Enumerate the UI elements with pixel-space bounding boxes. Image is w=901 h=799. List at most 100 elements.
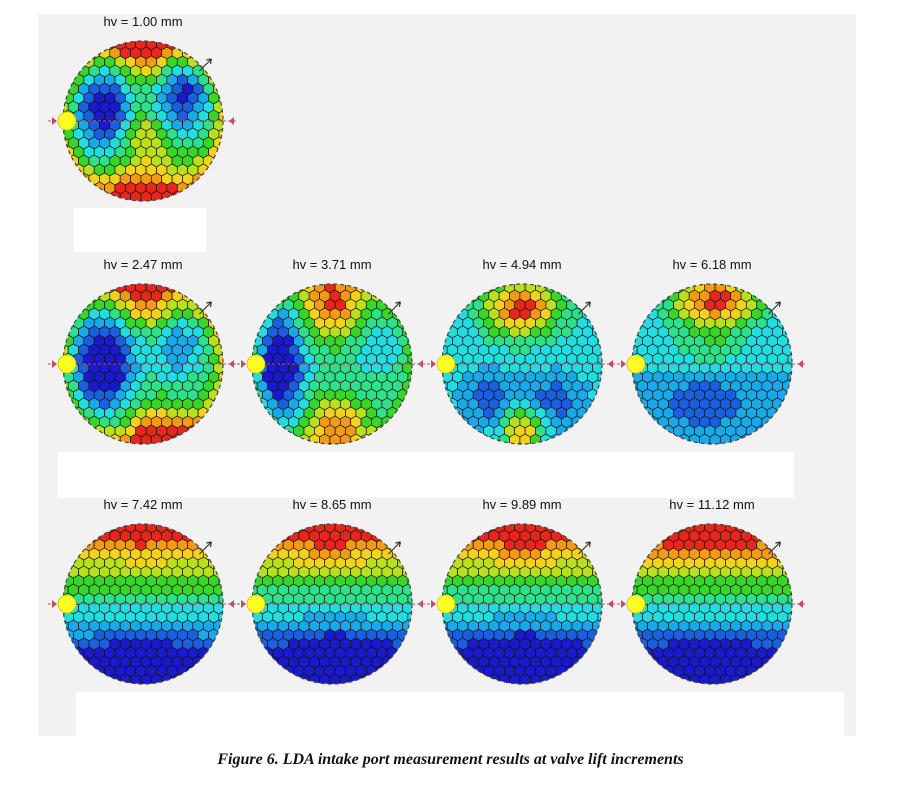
flow-direction-arrow xyxy=(198,58,212,72)
velocity-cell xyxy=(213,637,223,651)
velocity-map-svg xyxy=(427,283,617,445)
hexagon-grid xyxy=(632,284,792,444)
velocity-cell xyxy=(125,682,137,684)
velocity-cell xyxy=(642,646,654,660)
velocity-cell xyxy=(636,307,648,321)
velocity-cell xyxy=(324,682,336,684)
velocity-cell xyxy=(213,154,223,168)
velocity-map-svg xyxy=(48,40,238,202)
velocity-cell xyxy=(442,379,448,393)
velocity-cell xyxy=(782,397,792,411)
flow-direction-arrow xyxy=(387,301,401,315)
velocity-cell xyxy=(452,646,464,660)
velocity-cell xyxy=(787,352,792,366)
axis-end-marker-right xyxy=(608,360,613,368)
valve-marker xyxy=(436,594,456,614)
hexagon-grid xyxy=(63,524,223,684)
velocity-cell xyxy=(256,547,268,561)
axis-end-marker-left xyxy=(52,117,57,125)
flow-direction-arrow xyxy=(387,541,401,555)
hexagon-grid xyxy=(442,284,602,444)
flow-direction-arrow xyxy=(198,301,212,315)
velocity-cell xyxy=(339,433,352,444)
velocity-cell xyxy=(308,673,320,684)
valve-marker xyxy=(246,354,266,374)
velocity-cell xyxy=(73,163,85,177)
velocity-cell xyxy=(719,673,732,684)
velocity-cell xyxy=(407,592,412,606)
velocity-map-hv-8-65: hv = 8.65 mm xyxy=(237,497,427,717)
velocity-cell xyxy=(514,682,526,684)
velocity-cell xyxy=(740,433,752,444)
valve-marker xyxy=(246,594,266,614)
axis-end-marker-left xyxy=(52,360,57,368)
velocity-cell xyxy=(360,433,372,444)
plot-label: hv = 1.00 mm xyxy=(103,14,183,29)
flow-direction-arrow xyxy=(577,301,591,315)
velocity-cell xyxy=(145,199,157,201)
velocity-cell xyxy=(262,406,274,420)
velocity-cell xyxy=(550,433,562,444)
velocity-cell xyxy=(218,592,223,606)
velocity-cell xyxy=(67,547,79,561)
velocity-cell xyxy=(150,433,163,444)
axis-end-marker-right xyxy=(418,360,423,368)
velocity-map-svg xyxy=(237,283,427,445)
velocity-cell xyxy=(714,442,726,444)
plot-label: hv = 9.89 mm xyxy=(482,497,562,512)
velocity-map-hv-6-18: hv = 6.18 mm xyxy=(617,257,807,477)
velocity-cell xyxy=(787,592,792,606)
hexagon-grid xyxy=(252,284,412,444)
velocity-cell xyxy=(324,442,336,444)
velocity-map-hv-2-47: hv = 2.47 mm xyxy=(48,257,238,477)
axis-end-marker-right xyxy=(229,600,234,608)
flow-direction-arrow xyxy=(577,541,591,555)
velocity-cell xyxy=(642,406,654,420)
velocity-cell xyxy=(402,637,412,651)
velocity-cell xyxy=(252,379,258,393)
velocity-cell xyxy=(171,190,183,201)
axis-end-marker-left xyxy=(52,600,57,608)
velocity-map-svg xyxy=(237,523,427,685)
velocity-cell xyxy=(597,592,602,606)
velocity-map-hv-7-42: hv = 7.42 mm xyxy=(48,497,238,717)
velocity-cell xyxy=(339,673,352,684)
velocity-cell xyxy=(504,442,516,444)
velocity-cell xyxy=(514,442,526,444)
velocity-cell xyxy=(67,64,79,78)
blank-label-box xyxy=(58,452,794,498)
velocity-cell xyxy=(63,379,69,393)
valve-marker xyxy=(626,354,646,374)
velocity-cell xyxy=(314,682,326,684)
velocity-cell xyxy=(704,682,716,684)
velocity-cell xyxy=(592,397,602,411)
velocity-cell xyxy=(524,682,536,684)
velocity-cell xyxy=(252,619,258,633)
flow-direction-arrow xyxy=(767,301,781,315)
velocity-cell xyxy=(135,442,147,444)
velocity-cell xyxy=(218,109,223,123)
velocity-cell xyxy=(704,442,716,444)
velocity-cell xyxy=(782,637,792,651)
velocity-map-svg xyxy=(427,523,617,685)
valve-marker xyxy=(626,594,646,614)
velocity-cell xyxy=(262,646,274,660)
velocity-cell xyxy=(524,442,536,444)
axis-end-marker-right xyxy=(798,360,803,368)
axis-end-marker-right xyxy=(229,360,234,368)
axis-end-marker-left xyxy=(241,360,246,368)
velocity-cell xyxy=(150,673,163,684)
velocity-cell xyxy=(407,352,412,366)
velocity-cell xyxy=(308,433,320,444)
axis-end-marker-right xyxy=(229,117,234,125)
figure-caption: Figure 6. LDA intake port measurement re… xyxy=(217,751,684,768)
velocity-cell xyxy=(171,673,183,684)
velocity-cell xyxy=(125,199,137,201)
axis-end-marker-right xyxy=(608,600,613,608)
valve-marker xyxy=(57,354,77,374)
velocity-cell xyxy=(592,637,602,651)
velocity-cell xyxy=(632,379,638,393)
velocity-cell xyxy=(119,190,131,201)
velocity-map-svg xyxy=(48,283,238,445)
velocity-cell xyxy=(334,682,346,684)
